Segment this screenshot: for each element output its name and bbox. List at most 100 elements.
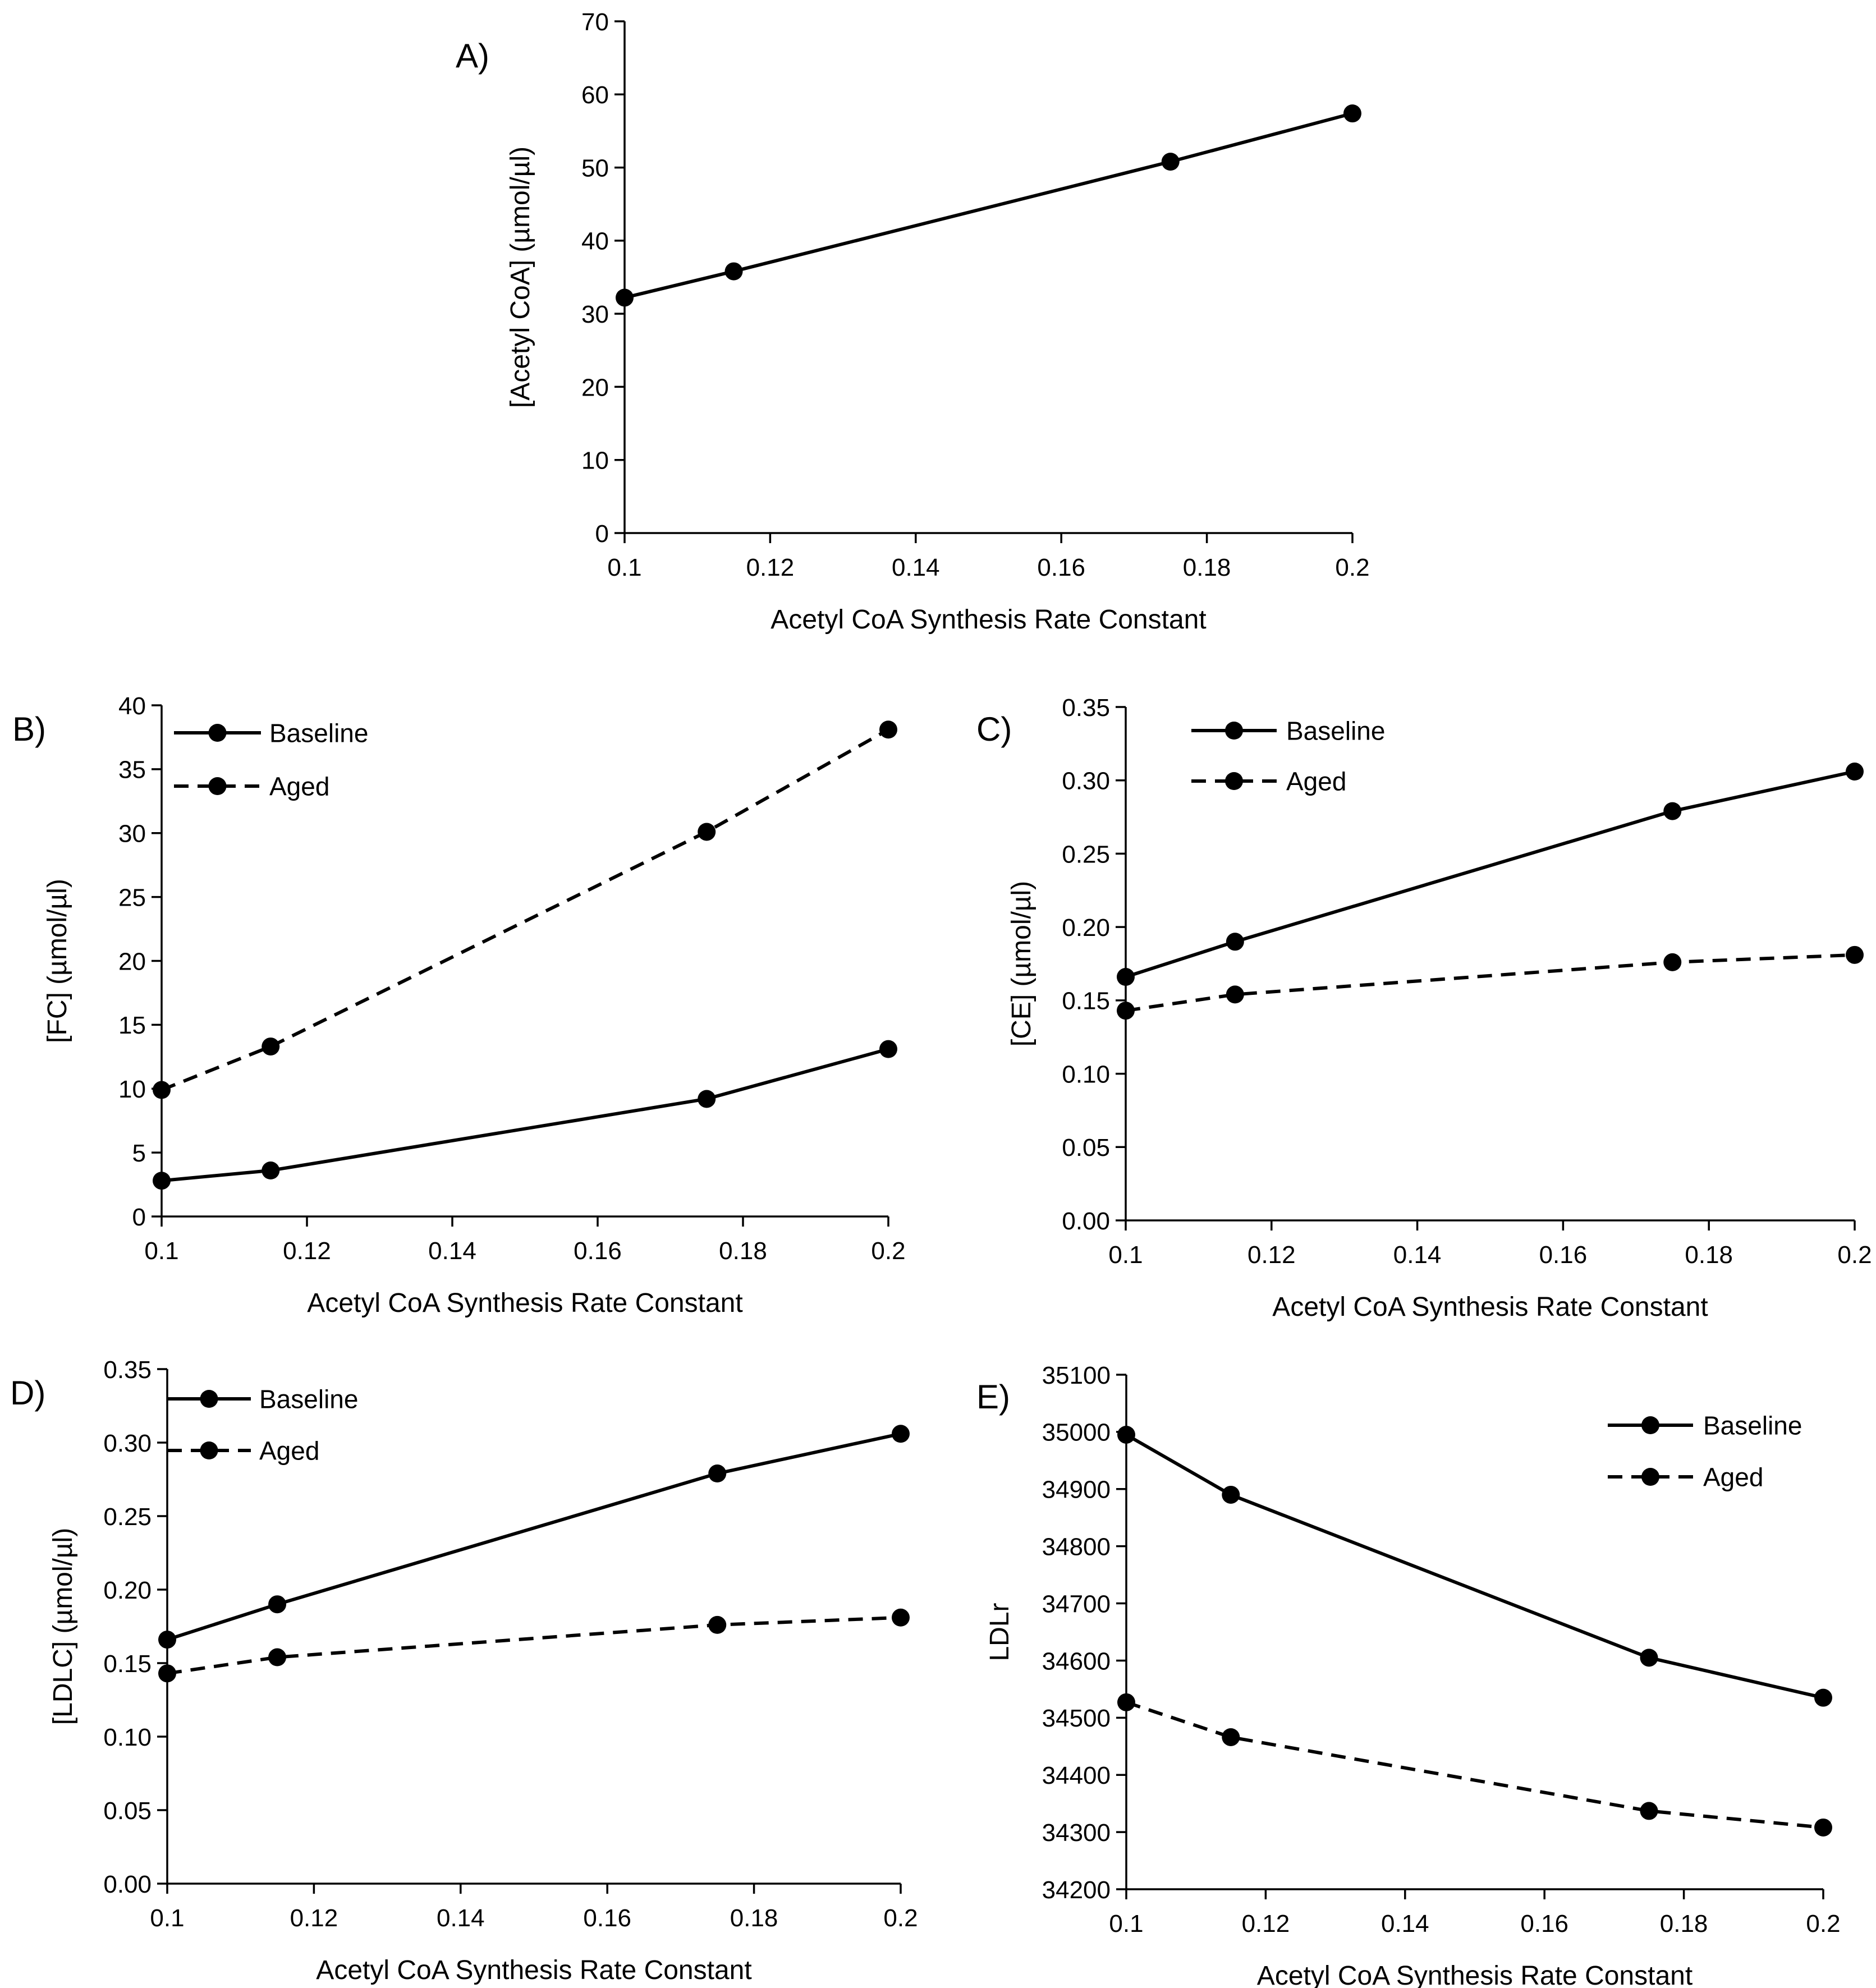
y-tick-label: 40 <box>118 692 146 720</box>
panel-label: D) <box>10 1374 45 1412</box>
data-point-main <box>1161 153 1180 171</box>
x-axis-title: Acetyl CoA Synthesis Rate Constant <box>1257 1961 1692 1988</box>
data-point-aged <box>879 720 897 739</box>
data-point-aged <box>1640 1802 1658 1820</box>
x-tick-label: 0.2 <box>1335 554 1369 581</box>
data-point-aged <box>1814 1818 1832 1837</box>
legend-label-aged: Aged <box>259 1436 319 1466</box>
series-line-aged <box>160 728 889 1092</box>
y-tick-label: 0.25 <box>1062 841 1110 868</box>
data-point-baseline <box>1640 1649 1658 1667</box>
legend-marker-baseline <box>200 1390 218 1408</box>
data-point-main <box>616 288 634 307</box>
data-point-aged <box>1846 945 1864 964</box>
x-tick-label: 0.14 <box>892 554 940 581</box>
x-tick-label: 0.12 <box>1247 1241 1296 1269</box>
legend-label-aged: Aged <box>1703 1463 1763 1492</box>
y-tick-label: 0.10 <box>1062 1060 1110 1088</box>
x-tick-label: 0.14 <box>1381 1910 1429 1938</box>
y-tick-label: 34300 <box>1042 1819 1111 1847</box>
x-tick-label: 0.16 <box>1037 554 1085 581</box>
data-point-baseline <box>1117 1425 1135 1444</box>
panel-label: E) <box>976 1378 1010 1416</box>
series-line-baseline <box>1125 1433 1824 1700</box>
data-point-aged <box>708 1615 727 1634</box>
data-point-aged <box>892 1608 910 1627</box>
data-point-baseline <box>1846 763 1864 781</box>
y-tick-label: 34200 <box>1042 1876 1111 1904</box>
x-axis-title: Acetyl CoA Synthesis Rate Constant <box>1272 1292 1708 1322</box>
y-tick-label: 0.30 <box>1062 768 1110 795</box>
x-tick-label: 0.1 <box>150 1904 184 1932</box>
legend-marker-baseline <box>208 724 227 742</box>
data-point-aged <box>1117 1002 1135 1020</box>
y-axis-title: LDLr <box>985 1603 1015 1661</box>
legend-marker-aged <box>1641 1468 1659 1486</box>
y-tick-label: 35000 <box>1042 1419 1111 1447</box>
x-axis-title: Acetyl CoA Synthesis Rate Constant <box>770 605 1206 635</box>
data-point-baseline <box>1222 1485 1240 1504</box>
y-tick-label: 60 <box>581 81 609 109</box>
data-point-baseline <box>158 1631 176 1649</box>
x-tick-label: 0.2 <box>883 1904 918 1932</box>
data-point-aged <box>158 1664 176 1683</box>
y-tick-label: 0.20 <box>103 1577 152 1604</box>
data-point-baseline <box>268 1595 287 1614</box>
y-tick-label: 0.30 <box>103 1430 152 1457</box>
x-tick-label: 0.2 <box>1837 1241 1872 1269</box>
x-tick-label: 0.12 <box>290 1904 338 1932</box>
y-tick-label: 0.15 <box>103 1650 152 1678</box>
y-tick-label: 10 <box>118 1076 146 1103</box>
y-tick-label: 0.25 <box>103 1503 152 1531</box>
x-tick-label: 0.2 <box>1806 1910 1840 1938</box>
x-tick-label: 0.2 <box>871 1237 905 1265</box>
data-point-aged <box>1663 953 1682 971</box>
x-tick-label: 0.16 <box>1539 1241 1588 1269</box>
x-tick-label: 0.18 <box>1685 1241 1733 1269</box>
series-line-baseline <box>167 1432 901 1641</box>
x-tick-label: 0.1 <box>1108 1241 1143 1269</box>
x-tick-label: 0.12 <box>283 1237 331 1265</box>
chart-panel-d: D) 0.00 0.05 0.10 0.15 0.20 0.25 0.30 0.35 0.1 0.1… <box>10 1356 918 1985</box>
y-tick-label: 0 <box>595 520 609 548</box>
y-tick-label: 30 <box>118 820 146 848</box>
y-tick-label: 34400 <box>1042 1762 1111 1789</box>
x-tick-label: 0.16 <box>574 1237 622 1265</box>
data-point-baseline <box>1814 1688 1832 1707</box>
x-tick-label: 0.1 <box>144 1237 178 1265</box>
y-tick-label: 0.10 <box>103 1724 152 1751</box>
data-point-aged <box>1117 1693 1135 1711</box>
legend-label-aged: Aged <box>269 772 329 801</box>
y-tick-label: 20 <box>581 374 609 401</box>
legend-label-aged: Aged <box>1286 767 1346 796</box>
chart-panel-c: C) 0.00 0.05 0.10 0.15 0.20 0.25 0.30 0.35 0.1 0.1… <box>976 694 1872 1322</box>
data-point-baseline <box>153 1172 171 1190</box>
y-tick-label: 10 <box>581 447 609 475</box>
y-tick-label: 0.35 <box>103 1356 152 1384</box>
chart-panel-a: A) 0 10 20 30 40 50 60 70 0.1 0.12 0.14 0.16 0.18 0.2 A… <box>456 8 1370 635</box>
chart-panel-b: B) 0 5 10 15 20 25 30 35 40 0.1 0.12 0.14 0.16 0.18 0.2… <box>12 692 906 1318</box>
y-tick-label: 34600 <box>1042 1647 1111 1675</box>
data-point-baseline <box>708 1464 727 1483</box>
series-line-main <box>624 112 1353 300</box>
y-axis-title: [FC] (µmol/µl) <box>43 879 72 1043</box>
x-tick-label: 0.16 <box>1520 1910 1568 1938</box>
y-tick-label: 34500 <box>1042 1705 1111 1732</box>
x-axis-title: Acetyl CoA Synthesis Rate Constant <box>307 1288 742 1318</box>
legend-marker-baseline <box>1225 722 1243 740</box>
panel-label: A) <box>456 37 489 75</box>
y-tick-label: 0 <box>132 1204 146 1231</box>
x-tick-label: 0.14 <box>428 1237 476 1265</box>
y-tick-label: 0.35 <box>1062 694 1110 722</box>
series-line-baseline <box>161 1047 889 1183</box>
legend-label-baseline: Baseline <box>259 1385 358 1414</box>
data-point-aged <box>153 1081 171 1099</box>
x-tick-label: 0.16 <box>583 1904 631 1932</box>
y-tick-label: 34900 <box>1042 1476 1111 1504</box>
x-tick-label: 0.18 <box>1183 554 1231 581</box>
y-tick-label: 0.00 <box>103 1871 152 1898</box>
y-axis-title: [Acetyl CoA] (µmol/µl) <box>506 146 535 408</box>
panel-label: B) <box>12 710 46 748</box>
